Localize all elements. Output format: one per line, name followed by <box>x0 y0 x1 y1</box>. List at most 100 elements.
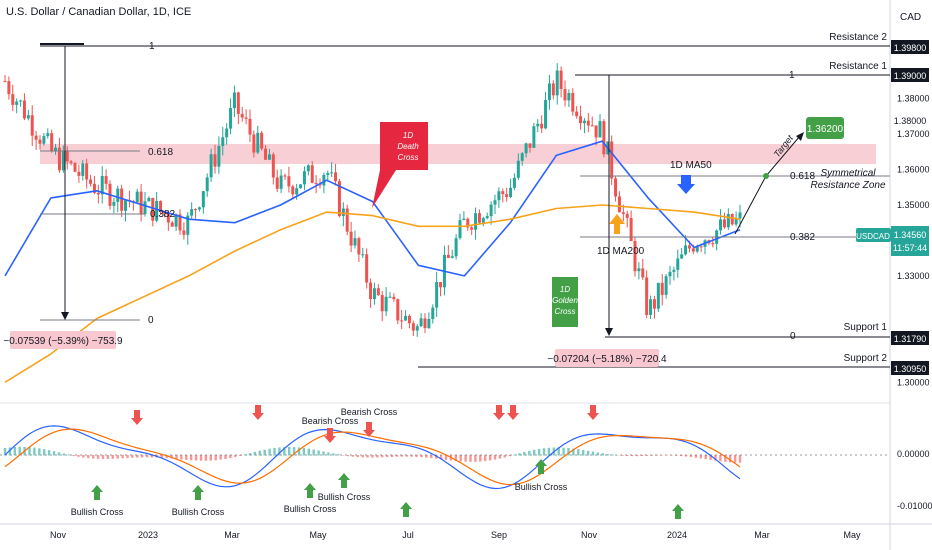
candle-body <box>252 134 256 153</box>
macd-bar <box>258 450 261 456</box>
candle-body <box>660 282 664 295</box>
svg-text:1D: 1D <box>560 285 570 294</box>
candle-body <box>61 150 65 171</box>
signal-line <box>4 428 741 486</box>
macd-bar <box>577 449 580 456</box>
price-tick: 1.36000 <box>897 165 930 175</box>
candle-body <box>361 254 365 256</box>
candle-body <box>186 215 190 235</box>
candle-body <box>112 201 116 206</box>
macd-bar <box>709 455 712 460</box>
macd-bar <box>719 455 722 462</box>
macd-bar <box>626 455 629 457</box>
candle-body <box>92 183 96 193</box>
macd-bar <box>582 449 585 456</box>
candle-body <box>544 99 548 129</box>
macd-bar <box>366 455 369 458</box>
candle-body <box>221 137 225 146</box>
candle-body <box>656 282 660 309</box>
fib-right-0382: 0.382 <box>790 232 815 243</box>
macd-bar <box>204 455 208 461</box>
macd-bar <box>435 455 438 459</box>
macd-bar <box>77 455 80 457</box>
candle-body <box>641 268 645 278</box>
candle-body <box>209 154 213 178</box>
svg-text:1.31790: 1.31790 <box>894 334 927 344</box>
candle-body <box>50 133 54 152</box>
macd-bar <box>111 455 114 459</box>
macd-bar <box>699 455 702 459</box>
svg-text:11:57:44: 11:57:44 <box>893 243 927 253</box>
macd-bar <box>704 455 707 460</box>
macd-bar <box>542 448 546 456</box>
macd-bar <box>160 455 163 458</box>
candle-body <box>73 163 77 172</box>
candle-body <box>431 307 435 319</box>
macd-bar <box>645 455 649 456</box>
macd-bar <box>361 455 364 458</box>
macd-bar <box>3 447 7 456</box>
macd-bar <box>356 455 359 458</box>
macd-bar <box>224 455 227 460</box>
bearish-arrow <box>587 405 599 420</box>
candle-body <box>213 154 217 167</box>
time-axis[interactable]: Nov 2023 Mar May Jul Sep Nov 2024 Mar May <box>50 530 861 540</box>
candle-body <box>287 176 291 187</box>
macd-bar <box>82 455 85 458</box>
macd-bar <box>479 455 482 462</box>
currency-label[interactable]: CAD <box>900 12 922 23</box>
candle-body <box>590 125 594 127</box>
candle-body <box>691 248 695 252</box>
candle-body <box>505 194 509 198</box>
svg-text:1.39000: 1.39000 <box>894 71 927 81</box>
macd-bar <box>337 454 340 456</box>
candle-body <box>594 125 598 138</box>
bullish-arrow <box>192 485 204 500</box>
macd-bar <box>640 455 644 457</box>
macd-bar <box>498 455 502 459</box>
support-1-label: Support 1 <box>844 322 888 333</box>
macd-bar <box>606 453 609 456</box>
candle-body <box>65 150 69 162</box>
time-tick: 2024 <box>667 530 687 540</box>
macd-bar <box>239 455 242 457</box>
resistance-2-label: Resistance 2 <box>829 32 887 43</box>
candle-body <box>291 186 295 195</box>
candle-body <box>512 177 516 188</box>
candle-body <box>190 209 194 216</box>
macd-bar <box>557 447 560 456</box>
bearish-arrow <box>252 405 264 420</box>
candle-body <box>69 161 73 164</box>
candle-body <box>124 200 128 211</box>
time-tick: May <box>843 530 861 540</box>
macd-bar <box>533 449 536 456</box>
candle-body <box>400 320 404 322</box>
svg-text:Bearish Cross: Bearish Cross <box>341 407 398 417</box>
macd-bar <box>248 453 252 456</box>
bullish-arrow <box>91 485 103 500</box>
candle-body <box>474 213 478 230</box>
macd-bar <box>680 455 683 457</box>
macd-bar <box>297 447 301 456</box>
candle-body <box>174 214 178 227</box>
macd-bar <box>694 455 698 458</box>
macd-bar <box>518 453 521 456</box>
support-2-label: Support 2 <box>844 353 888 364</box>
macd-bar <box>660 455 663 456</box>
candle-body <box>217 145 221 167</box>
macd-bar <box>616 454 619 456</box>
candle-body <box>314 182 318 185</box>
candle-body <box>120 188 124 211</box>
macd-bar <box>395 455 399 457</box>
macd-bar <box>503 455 506 458</box>
price-axis[interactable]: 1.38000 1.37000 1.36000 1.35000 1.33000 1.300… <box>897 94 930 388</box>
candle-body <box>267 154 271 160</box>
time-tick: Jul <box>402 530 414 540</box>
candle-body <box>645 277 649 315</box>
macd-bar <box>28 447 31 456</box>
macd-bar <box>386 455 389 458</box>
macd-bar <box>219 455 222 460</box>
target-price: 1.36200 <box>807 124 844 135</box>
time-tick: Mar <box>754 530 770 540</box>
